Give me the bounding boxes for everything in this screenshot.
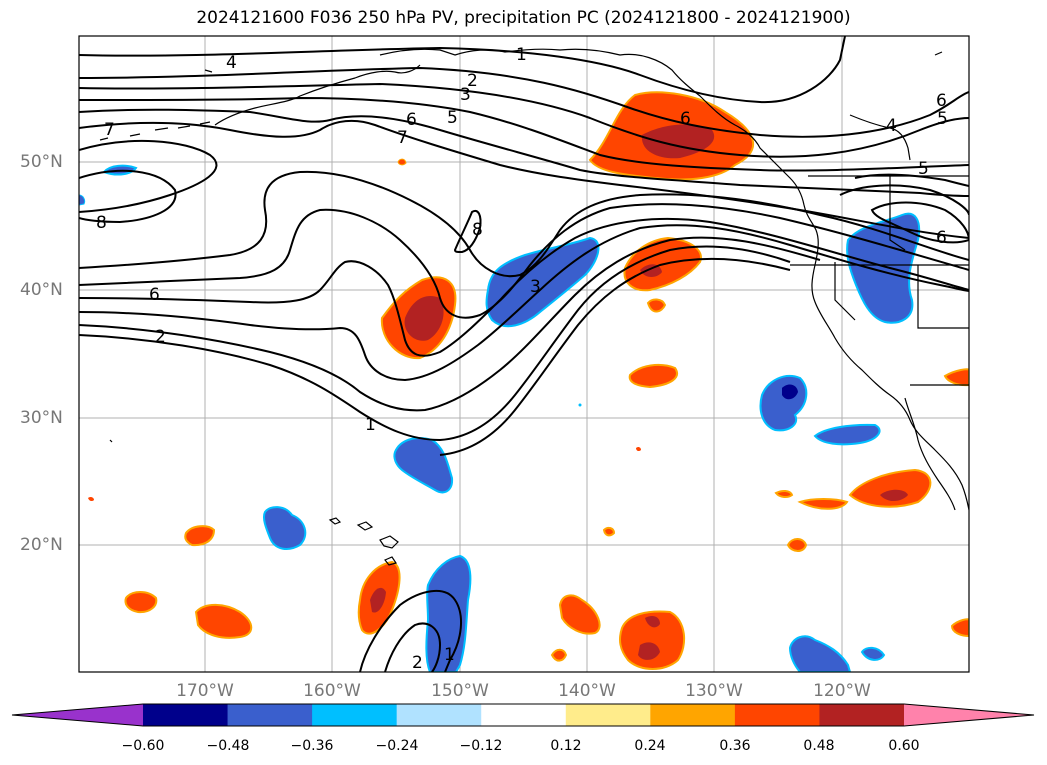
precipitation-shading [79, 91, 969, 672]
map-title: 2024121600 F036 250 hPa PV, precipitatio… [196, 8, 851, 28]
lon-label-160w: 160°W [303, 681, 361, 701]
pv-label: 3 [530, 277, 541, 297]
precip-negative-central-pacific [485, 236, 600, 328]
pv-contour [79, 218, 969, 357]
pv-contour [359, 589, 462, 672]
pv-contour [79, 224, 969, 382]
pv-label: 2 [467, 71, 478, 91]
pv-contour [79, 36, 846, 104]
lon-label-140w: 140°W [558, 681, 616, 701]
pv-contour [79, 169, 177, 224]
colorbar-tick: 0.12 [550, 738, 582, 754]
pv-contour [79, 82, 969, 158]
precip-positive-central-pacific-core [404, 296, 444, 341]
lon-label-120w: 120°W [813, 681, 871, 701]
pv-contour [439, 257, 791, 456]
pv-contour [79, 245, 791, 442]
map-frame [78, 35, 970, 673]
colorbar-tick: 0.24 [634, 738, 666, 754]
pv-label: 5 [447, 108, 458, 128]
pv-label: 4 [226, 53, 237, 73]
pv-label: 3 [460, 85, 471, 105]
colorbar-tick: 0.60 [888, 738, 920, 754]
colorbar-tick: −0.12 [459, 738, 503, 754]
pv-contour [79, 139, 218, 213]
pv-label: 2 [412, 653, 423, 673]
pv-label: 8 [96, 213, 107, 233]
pv-label: 6 [149, 285, 160, 305]
pv-label: 7 [104, 120, 115, 140]
lat-label-20n: 20°N [20, 535, 63, 555]
pv-label: 6 [680, 109, 691, 129]
pv-label: 2 [155, 327, 166, 347]
pv-contour [839, 184, 969, 216]
lon-label-130w: 130°W [685, 681, 743, 701]
lat-label-30n: 30°N [20, 408, 63, 428]
pv-label: 5 [937, 109, 948, 129]
pv-label: 4 [886, 116, 897, 136]
pv-contour [384, 622, 442, 672]
lat-label-50n: 50°N [20, 152, 63, 172]
pv-label: 6 [936, 91, 947, 111]
pv-contour [79, 203, 969, 319]
pv-label: 1 [365, 415, 376, 435]
colorbar-tick: 0.48 [803, 738, 835, 754]
pv-contour [79, 170, 969, 278]
colorbar-tick: −0.24 [375, 738, 419, 754]
lon-label-150w: 150°W [431, 681, 489, 701]
pv-contour [79, 96, 969, 172]
pv-label: 5 [918, 159, 929, 179]
lon-label-170w: 170°W [176, 681, 234, 701]
pv-label: 7 [397, 128, 408, 148]
colorbar-tick: −0.60 [121, 738, 165, 754]
pv-label: 1 [516, 45, 527, 65]
pv-contour [453, 209, 482, 254]
pv-contour-labels: 4 1 2 3 5 6 7 8 6 2 1 3 8 7 6 5 4 6 5 6 … [96, 45, 948, 673]
colorbar-tick: −0.36 [290, 738, 334, 754]
pv-label: 8 [472, 220, 483, 240]
lat-label-40n: 40°N [20, 280, 63, 300]
colorbar-tick: −0.48 [206, 738, 250, 754]
pv-contours [79, 36, 969, 672]
pv-contour [854, 173, 969, 187]
map-background [79, 36, 969, 672]
pv-label: 1 [444, 645, 455, 665]
pv-contour [79, 236, 821, 412]
pv-label: 6 [936, 228, 947, 248]
precip-negative-south-pacific [425, 554, 472, 672]
pv-contour [79, 66, 969, 138]
colorbar-tick: 0.36 [719, 738, 751, 754]
pv-label: 6 [406, 110, 417, 130]
